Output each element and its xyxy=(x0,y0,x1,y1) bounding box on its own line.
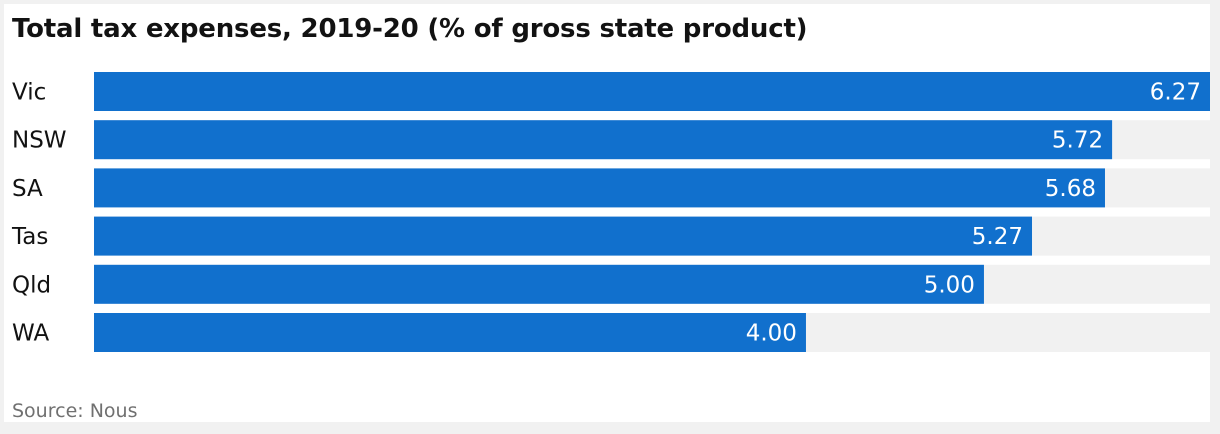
bar-row-tas: Tas 5.27 xyxy=(11,216,1210,256)
bar-row-wa: WA 4.00 xyxy=(12,313,1210,352)
category-label: SA xyxy=(12,176,43,202)
bar-row-sa: SA 5.68 xyxy=(12,168,1210,208)
data-label: 5.72 xyxy=(1052,128,1103,154)
bar xyxy=(94,120,1113,160)
chart-card: Total tax expenses, 2019-20 (% of gross … xyxy=(4,4,1210,422)
category-label: WA xyxy=(12,321,49,347)
category-label: NSW xyxy=(12,128,67,154)
bar-chart: Vic 6.27 NSW 5.72 SA 5.68 Tas 5.27 Qld 5.00 WA 4.00 xyxy=(11,72,1210,352)
data-label: 5.00 xyxy=(924,272,975,298)
bar-row-nsw: NSW 5.72 xyxy=(12,120,1210,160)
data-label: 5.68 xyxy=(1045,176,1096,202)
bar xyxy=(94,313,806,352)
bar xyxy=(94,168,1105,208)
data-label: 6.27 xyxy=(1150,80,1201,106)
bar-row-vic: Vic 6.27 xyxy=(12,72,1210,111)
data-label: 5.27 xyxy=(972,224,1023,250)
data-label: 4.00 xyxy=(746,321,797,347)
bar xyxy=(94,72,1210,111)
bar xyxy=(94,216,1033,256)
category-label: Vic xyxy=(12,80,46,106)
chart-title: Total tax expenses, 2019-20 (% of gross … xyxy=(12,14,808,44)
category-label: Qld xyxy=(12,272,51,298)
source-note: Source: Nous xyxy=(12,400,138,422)
bar xyxy=(94,264,984,304)
bar-row-qld: Qld 5.00 xyxy=(12,264,1210,304)
category-label: Tas xyxy=(11,224,48,250)
